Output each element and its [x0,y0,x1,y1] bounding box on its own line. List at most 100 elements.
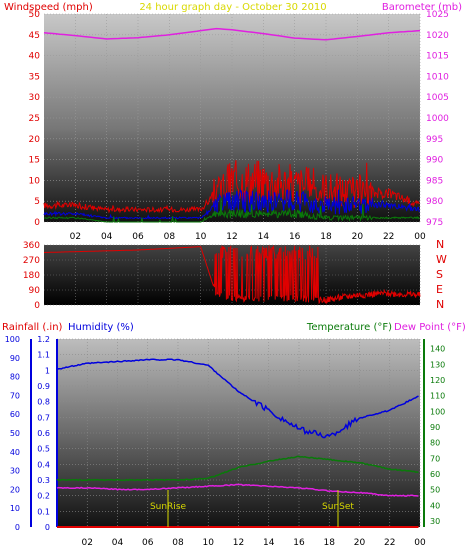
rain-tick-label: 1.2 [37,335,50,344]
barometer-tick-label: 1015 [426,52,449,62]
humidity-tick-label: 50 [10,429,20,438]
rainfall-axis-label: Rainfall (.in) [2,322,63,333]
temperature-line [56,455,419,482]
humidity-axis-label: Humidity (%) [68,322,134,333]
temperature-tick-label: 90 [430,423,440,432]
compass-label: E [436,283,443,296]
rain-tick-label: 0.1 [37,507,50,516]
temperature-tick-label: 30 [430,517,440,526]
top-x-tick-label: 20 [352,232,364,242]
compass-label: N [436,298,444,311]
rain-tick-label: 1 [45,366,50,375]
direction-tick-label: 90 [29,286,41,296]
humidity-tick-label: 80 [10,373,20,382]
rain-tick-label: 1.1 [37,351,50,360]
barometer-tick-label: 985 [426,176,443,186]
temperature-axis-label: Temperature (°F) [306,322,392,333]
windspeed-tick-label: 10 [29,176,41,186]
temperature-tick-label: 60 [430,470,440,479]
bottom-series [56,358,419,528]
humidity-tick-label: 10 [10,504,20,513]
bottom-x-tick-label: 08 [172,538,184,548]
bottom-x-tick-label: 10 [203,538,215,548]
windspeed-tick-label: 40 [29,52,41,62]
rain-tick-label: 0.2 [37,492,50,501]
rain-tick-label: 0 [45,523,50,532]
top-x-tick-label: 04 [101,232,113,242]
temperature-tick-label: 100 [430,407,445,416]
compass-label: W [436,253,447,266]
top-x-tick-label: 22 [383,232,394,242]
bottom-x-tick-label: 16 [293,538,305,548]
bottom-x-tick-label: 06 [142,538,154,548]
windspeed-tick-label: 20 [29,135,41,145]
bottom-x-tick-label: 18 [324,538,336,548]
temperature-tick-label: 130 [430,360,445,369]
dewpoint-axis-label: Dew Point (°F) [394,322,466,333]
barometer-tick-label: 975 [426,218,443,228]
bottom-x-tick-label: 02 [82,538,93,548]
barometer-tick-label: 995 [426,135,443,145]
wind-direction-line [44,244,421,305]
dewpoint-line [56,483,419,497]
temperature-tick-label: 50 [430,486,440,495]
barometer-tick-label: 1025 [426,10,449,20]
rain-tick-label: 0.8 [37,398,50,407]
bottom-x-tick-label: 00 [414,538,426,548]
top-x-tick-label: 12 [226,232,237,242]
compass-label: S [436,268,443,281]
barometer-line [43,27,421,41]
direction-tick-label: 180 [23,271,40,281]
top-series [43,27,421,223]
humidity-tick-label: 0 [15,523,20,532]
humidity-tick-label: 20 [10,485,20,494]
temperature-tick-label: 80 [430,439,440,448]
top-x-tick-label: 08 [164,232,176,242]
barometer-tick-label: 1020 [426,31,449,41]
bottom-x-tick-label: 04 [112,538,124,548]
windspeed-tick-label: 50 [29,10,41,20]
rain-tick-label: 0.3 [37,476,50,485]
bottom-x-tick-label: 12 [233,538,244,548]
rain-tick-label: 0.7 [37,413,50,422]
temperature-tick-label: 70 [430,454,440,463]
rain-tick-label: 0.9 [37,382,50,391]
humidity-tick-label: 30 [10,467,20,476]
direction-tick-label: 0 [34,301,40,311]
windspeed-tick-label: 5 [34,197,40,207]
rain-tick-label: 0.5 [37,445,50,454]
direction-series [44,244,421,305]
direction-tick-label: 360 [23,241,40,251]
wind-min-line [43,197,420,223]
bottom-x-tick-label: 22 [384,538,395,548]
humidity-tick-label: 100 [5,335,20,344]
windspeed-tick-label: 45 [29,31,40,41]
windspeed-tick-label: 35 [29,72,40,82]
rain-tick-label: 0.6 [37,429,50,438]
windspeed-axis-label: Windspeed (mph) [4,2,93,13]
barometer-tick-label: 1000 [426,114,449,124]
humidity-tick-label: 90 [10,354,20,363]
sunrise-label: SunRise [150,502,187,512]
humidity-line [56,358,419,439]
bottom-x-tick-label: 20 [354,538,366,548]
compass-label: N [436,238,444,251]
top-x-tick-label: 18 [320,232,332,242]
sunset-label: SunSet [322,502,354,512]
chart-title: 24 hour graph day - October 30 2010 [139,2,326,13]
top-plot-area [44,14,420,222]
barometer-tick-label: 1005 [426,93,449,103]
direction-tick-label: 270 [23,256,40,266]
temperature-tick-label: 140 [430,345,445,354]
top-x-tick-label: 10 [195,232,207,242]
windspeed-tick-label: 15 [29,156,40,166]
top-axes: 0510152025303540455097598098599099510001… [29,10,450,242]
humidity-tick-label: 60 [10,410,20,419]
wind-avg-line [43,188,420,220]
temperature-tick-label: 120 [430,376,445,385]
top-x-tick-label: 02 [70,232,81,242]
top-x-tick-label: 14 [258,232,270,242]
humidity-tick-label: 40 [10,448,20,457]
